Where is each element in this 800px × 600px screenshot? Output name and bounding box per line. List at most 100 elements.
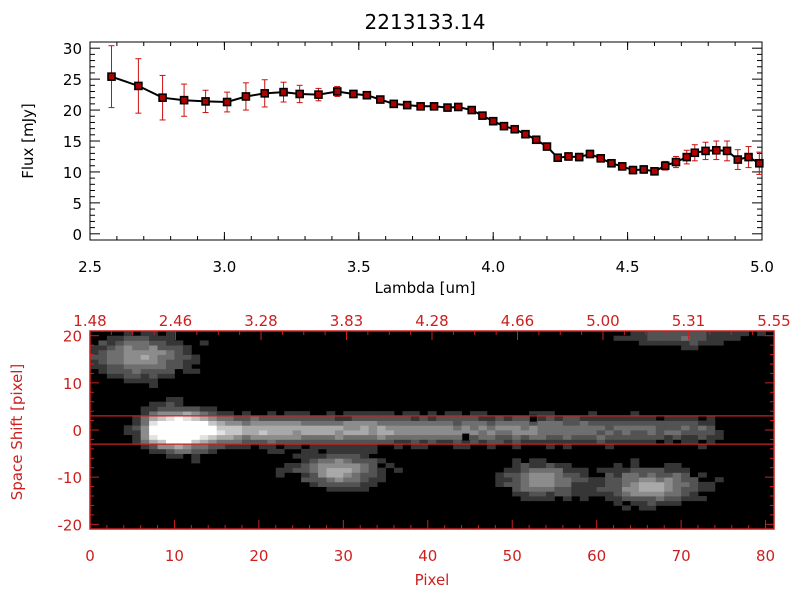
image-pixel [495,430,505,436]
image-pixel [647,335,657,341]
image-pixel [512,415,522,421]
image-pixel [689,496,699,502]
data-point [389,99,399,109]
image-pixel [698,425,707,431]
image-pixel [529,472,538,478]
image-pixel [385,420,395,426]
image-pixel [166,415,175,421]
image-pixel [394,425,403,431]
image-pixel [495,472,505,478]
image-pixel [182,420,192,426]
image-pixel [309,463,319,469]
image-pixel [267,425,277,431]
image-pixel [630,439,640,445]
image-pixel [157,368,167,374]
image-pixel [714,430,724,436]
image-pixel [453,411,462,417]
image-pixel [546,411,555,417]
image-pixel [520,420,530,426]
image-pixel [537,486,547,492]
pixel-tick-label: 10 [165,547,184,565]
image-pixel [385,434,395,440]
image-pixel [98,359,108,365]
image-pixel [309,439,319,445]
image-pixel [579,496,589,502]
image-pixel [174,453,184,459]
image-pixel [419,434,429,440]
data-point [574,152,584,162]
data-point [107,72,116,81]
image-pixel [622,496,631,502]
image-pixel [166,368,175,374]
image-pixel [596,434,606,440]
image-pixel [622,420,631,426]
image-pixel [140,373,150,379]
image-pixel [199,340,209,346]
data-point [596,154,606,163]
image-pixel [106,354,116,360]
image-pixel [453,430,462,436]
image-pixel [182,368,192,374]
image-pixel [191,425,201,431]
image-pixel [157,444,167,450]
image-pixel [385,439,395,445]
image-pixel [157,349,167,355]
image-pixel [166,345,175,351]
image-pixel [242,415,251,421]
image-pixel [689,477,699,483]
image-pixel [698,486,707,492]
image-pixel [554,420,564,426]
image-pixel [402,420,412,426]
image-pixel [149,335,158,341]
image-pixel [360,430,370,436]
image-pixel [343,481,353,487]
pixel-tick-label: 40 [418,547,437,565]
image-pixel [444,430,454,436]
image-pixel [664,472,674,478]
image-pixel [537,430,547,436]
image-pixel [605,491,614,497]
image-pixel [503,434,513,440]
image-pixel [343,448,353,454]
image-pixel [706,415,716,421]
image-pixel [351,430,361,436]
image-pixel [520,430,530,436]
image-pixel [250,420,260,426]
image-pixel [664,439,674,445]
wavelength-tick-label: 2.46 [159,312,192,330]
image-pixel [216,415,226,421]
image-pixel [360,425,370,431]
image-pixel [757,331,766,337]
image-pixel [157,354,167,360]
image-pixel [664,415,674,421]
image-pixel [301,411,310,417]
image-pixel [698,340,707,346]
image-pixel [529,496,538,502]
image-pixel [191,406,201,412]
image-pixel [436,425,446,431]
image-pixel [630,472,640,478]
image-pixel [647,500,657,506]
image-pixel [681,345,690,351]
image-pixel [529,411,538,417]
image-pixel [562,425,572,431]
image-pixel [182,349,192,355]
image-pixel [149,401,158,407]
image-pixel [613,496,623,502]
image-pixel [630,331,640,337]
image-pixel [157,406,167,412]
wavelength-tick-label: 3.28 [244,312,277,330]
pixel-tick-label: 20 [249,547,268,565]
image-pixel [326,434,336,440]
data-point [722,146,732,156]
image-pixel [605,477,614,483]
image-pixel [149,415,158,421]
image-pixel [605,472,614,478]
image-pixel [554,472,564,478]
image-pixel [647,425,657,431]
image-pixel [157,335,167,341]
image-pixel [140,349,150,355]
image-x-label: Pixel [415,571,450,589]
image-pixel [182,345,192,351]
image-pixel [562,463,572,469]
